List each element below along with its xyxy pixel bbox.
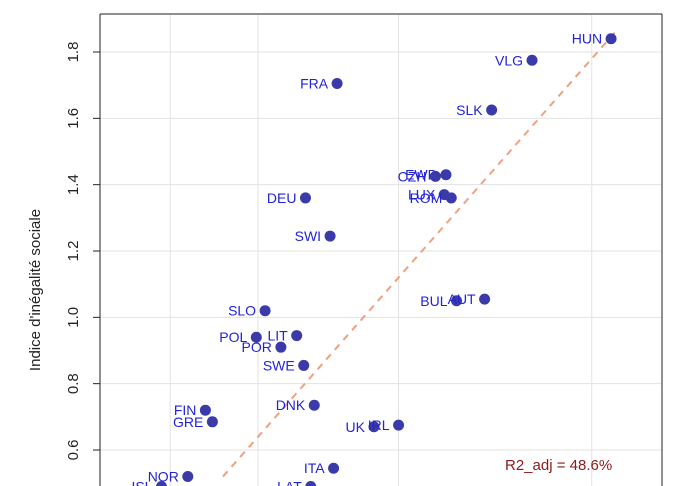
point-label: FIN: [174, 402, 197, 418]
data-point: [451, 295, 463, 307]
point-label: SWI: [295, 228, 321, 244]
data-point: [250, 331, 262, 343]
data-point: [368, 421, 380, 433]
point-label: HUN: [572, 31, 602, 47]
point-label: NOR: [148, 469, 179, 485]
grid-lines: [100, 14, 662, 486]
y-axis-label: Indice d'inégalité sociale: [27, 209, 44, 371]
y-tick-label: 0.8: [65, 373, 82, 394]
data-point: [526, 54, 538, 66]
point-label: FRA: [300, 76, 329, 92]
point-label: CZH: [398, 168, 427, 184]
point-label: ITA: [304, 460, 325, 476]
point-label: ISL: [131, 478, 152, 486]
y-tick-label: 1.0: [65, 307, 82, 328]
point-label: LUX: [408, 187, 436, 203]
point-label: DNK: [276, 397, 306, 413]
point-label: EWB: [405, 167, 437, 183]
data-point: [305, 480, 317, 486]
data-point: [429, 170, 441, 182]
r2-annotation: R2_adj = 48.6%: [505, 457, 612, 474]
point-label: POL: [219, 329, 247, 345]
data-point: [308, 399, 320, 411]
data-point: [206, 416, 218, 428]
data-point: [605, 33, 617, 45]
data-point: [275, 341, 287, 353]
point-label: UK: [346, 419, 366, 435]
y-tick-label: 1.2: [65, 241, 82, 262]
point-label: SLO: [228, 303, 256, 319]
data-point: [328, 462, 340, 474]
data-point: [259, 305, 271, 317]
data-point: [324, 230, 336, 242]
point-label: VLG: [495, 52, 523, 68]
y-tick-label: 1.6: [65, 108, 82, 129]
point-label: IRL: [368, 417, 390, 433]
y-tick-label: 0.6: [65, 440, 82, 461]
data-point: [393, 419, 405, 431]
data-point: [182, 471, 194, 483]
point-label: AUT: [448, 291, 476, 307]
data-point: [299, 192, 311, 204]
data-point: [440, 169, 452, 181]
data-point: [486, 104, 498, 116]
point-label: SWE: [263, 357, 295, 373]
point-label: DEU: [267, 190, 297, 206]
data-point: [291, 330, 303, 342]
data-point: [331, 78, 343, 90]
data-point: [479, 293, 491, 305]
point-label: POR: [242, 339, 272, 355]
point-label: LAT: [277, 478, 302, 486]
y-tick-label: 1.4: [65, 174, 82, 195]
data-point: [298, 359, 310, 371]
y-axis: 0.6 0.8 1.0 1.2 1.4 1.6 1.8: [65, 13, 663, 486]
fit-line: [222, 28, 619, 478]
data-point: [155, 480, 167, 486]
point-label: GRE: [173, 414, 203, 430]
point-label: ROM: [410, 190, 443, 206]
point-label: LIT: [267, 328, 288, 344]
point-label: SLK: [456, 102, 483, 118]
data-point: [199, 404, 211, 416]
data-point: [445, 192, 457, 204]
y-tick-label: 1.8: [65, 42, 82, 63]
point-label: BUL: [420, 293, 447, 309]
